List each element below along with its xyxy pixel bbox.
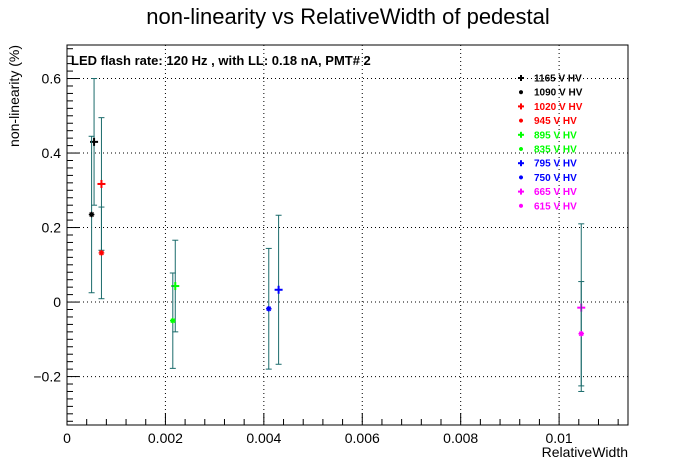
- legend-marker: [519, 90, 523, 95]
- data-points: [88, 78, 586, 392]
- data-marker: [265, 305, 272, 312]
- y-tick-label: 0.6: [42, 71, 62, 87]
- y-tick-label: 0: [53, 294, 61, 310]
- x-tick-label: 0.002: [148, 430, 183, 446]
- legend-label: 615 V HV: [534, 201, 577, 212]
- legend-marker: [518, 160, 524, 167]
- legend-label: 750 V HV: [534, 173, 577, 184]
- legend-label: 1020 V HV: [534, 102, 583, 113]
- legend-label: 665 V HV: [534, 187, 577, 198]
- legend-item: 1020 V HV: [518, 102, 583, 113]
- x-axis-label: RelativeWidth: [542, 444, 628, 460]
- data-marker: [97, 179, 106, 188]
- legend-marker: [519, 175, 523, 180]
- data-marker: [88, 211, 95, 218]
- legend: 1165 V HV 1090 V HV 1020 V HV 945 V HV 895 V…: [518, 74, 583, 212]
- legend-item: 615 V HV: [519, 201, 577, 212]
- data-marker: [578, 330, 585, 337]
- legend-marker: [518, 103, 524, 110]
- data-point: [98, 206, 105, 300]
- grid: [67, 45, 628, 425]
- data-marker: [98, 250, 105, 256]
- y-tick-label: 0.4: [42, 145, 62, 161]
- legend-label: 945 V HV: [534, 116, 577, 127]
- chart-annotation: LED flash rate: 120 Hz , with LL: 0.18 n…: [71, 53, 371, 68]
- data-point: [169, 272, 176, 369]
- x-tick-label: 0.006: [345, 430, 380, 446]
- y-tick-label: −0.2: [33, 369, 61, 385]
- legend-marker: [519, 203, 523, 208]
- legend-marker: [519, 118, 523, 123]
- legend-item: 1165 V HV: [518, 74, 582, 85]
- legend-item: 945 V HV: [519, 116, 577, 127]
- y-tick-label: 0.2: [42, 220, 62, 236]
- data-point: [578, 281, 585, 387]
- data-point: [274, 214, 283, 365]
- x-tick-label: 0: [63, 430, 71, 446]
- legend-label: 795 V HV: [534, 159, 577, 170]
- legend-item: 795 V HV: [518, 159, 577, 170]
- data-point: [265, 247, 272, 370]
- data-point: [88, 135, 95, 294]
- legend-marker: [518, 131, 524, 138]
- legend-item: 665 V HV: [518, 187, 577, 198]
- legend-marker: [519, 147, 523, 151]
- x-tick-label: 0.01: [545, 430, 572, 446]
- data-marker: [274, 285, 283, 294]
- legend-label: 1165 V HV: [534, 74, 582, 85]
- data-point: [90, 78, 99, 206]
- legend-marker: [518, 188, 524, 195]
- x-tick-label: 0.008: [443, 430, 478, 446]
- y-axis-label: non-linearity (%): [6, 45, 22, 147]
- chart-title: non-linearity vs RelativeWidth of pedest…: [146, 4, 550, 29]
- legend-item: 1090 V HV: [519, 88, 583, 99]
- legend-label: 895 V HV: [534, 130, 577, 141]
- legend-item: 750 V HV: [519, 173, 577, 184]
- legend-label: 1090 V HV: [534, 88, 583, 99]
- legend-marker: [518, 75, 524, 81]
- legend-label: 835 V HV: [534, 145, 577, 156]
- axes: 0 0.002 0.004 0.006 0.008 0.01 −0.2 0 0.2 0.4 0.6: [33, 48, 619, 446]
- legend-item: 895 V HV: [518, 130, 577, 141]
- data-marker: [170, 317, 176, 324]
- x-tick-label: 0.004: [246, 430, 281, 446]
- legend-item: 835 V HV: [519, 145, 577, 156]
